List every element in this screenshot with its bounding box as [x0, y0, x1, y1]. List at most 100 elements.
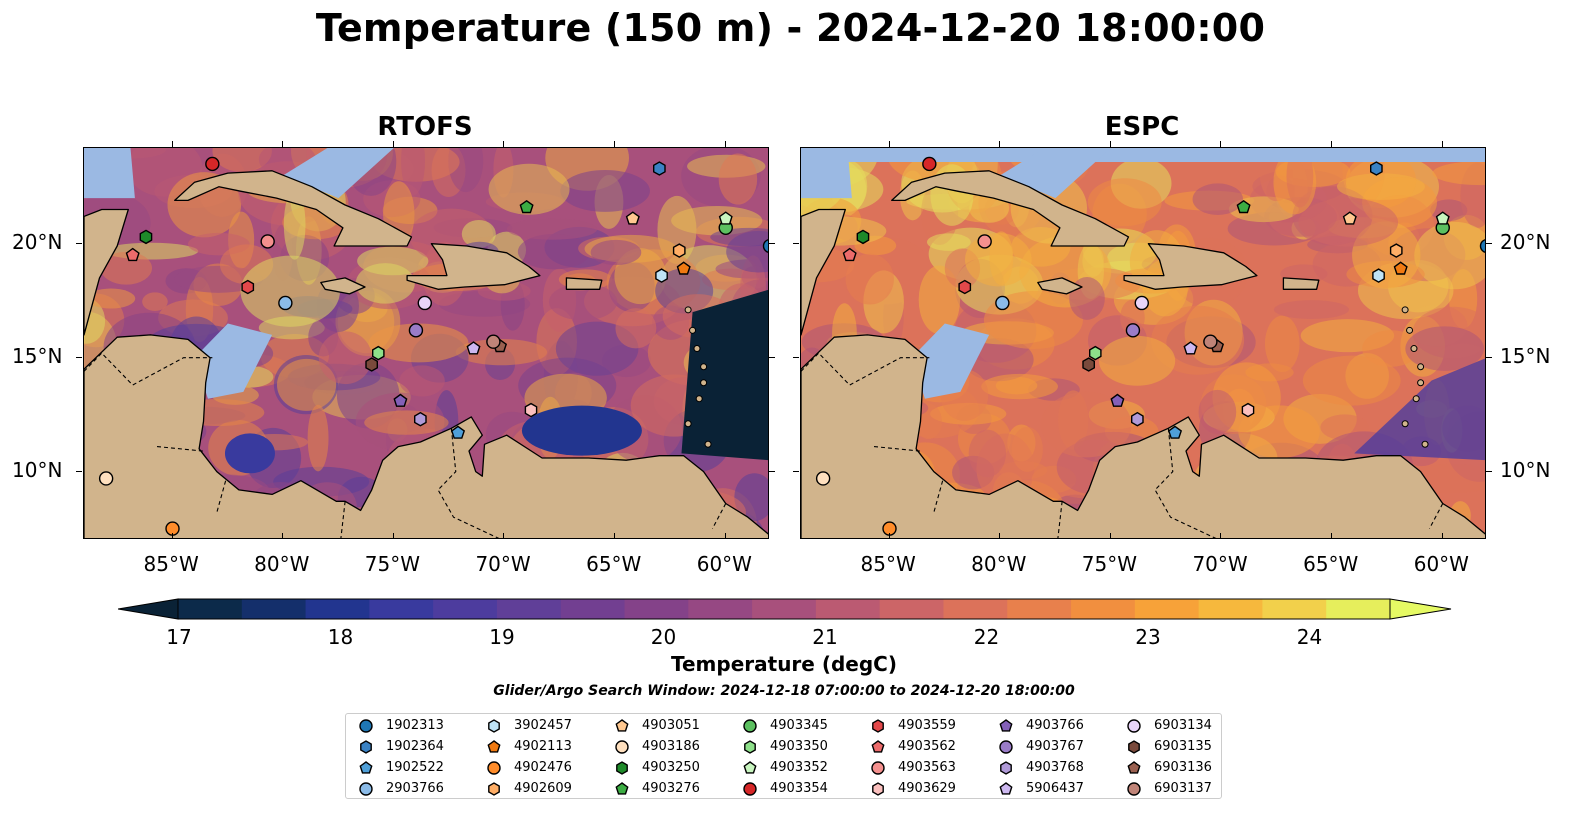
legend-marker[interactable] [999, 740, 1013, 754]
float-4902476[interactable] [165, 521, 180, 536]
float-4903350[interactable] [1089, 345, 1102, 361]
colorbar-segment [943, 599, 1008, 619]
float-4903563[interactable] [977, 234, 992, 249]
float-5906437[interactable] [466, 341, 481, 355]
colorbar-segment [815, 599, 881, 619]
float-1902522[interactable] [450, 425, 466, 439]
float-4903559[interactable] [958, 279, 972, 295]
float-4903051[interactable] [625, 211, 640, 225]
legend-marker-icon [743, 761, 757, 774]
float-4903352[interactable] [1435, 211, 1450, 225]
legend-marker[interactable] [615, 782, 629, 795]
legend-marker[interactable] [743, 719, 757, 733]
lon-tick [392, 141, 394, 147]
float-1902522[interactable] [1167, 425, 1183, 439]
legend-marker[interactable] [1127, 782, 1141, 796]
float-4903051[interactable] [1342, 211, 1357, 225]
float-4903767[interactable] [408, 323, 424, 338]
float-4903186[interactable] [815, 471, 831, 486]
lon-tick [999, 533, 1001, 539]
legend-marker[interactable] [359, 782, 373, 796]
float-4902113[interactable] [1393, 261, 1408, 275]
land-jamaica [320, 277, 366, 295]
colorbar-segment [752, 599, 817, 619]
colorbar-tick-label: 18 [327, 625, 354, 649]
legend-marker[interactable] [999, 719, 1013, 732]
legend-marker[interactable] [872, 782, 884, 796]
legend-marker[interactable] [743, 761, 757, 774]
float-6903134[interactable] [1134, 295, 1149, 311]
lat-tick [769, 470, 775, 472]
float-4903768[interactable] [414, 411, 427, 427]
legend-marker[interactable] [359, 719, 373, 733]
float-4903186[interactable] [98, 471, 114, 486]
float-4903250[interactable] [856, 229, 870, 245]
float-4903350[interactable] [372, 345, 385, 361]
float-4903766[interactable] [1110, 393, 1125, 407]
legend-marker[interactable] [616, 761, 628, 775]
rtofs-map-panel[interactable] [83, 147, 769, 539]
land-hispaniola [406, 243, 541, 290]
legend-marker[interactable] [1128, 740, 1140, 754]
float-4903562[interactable] [125, 247, 140, 262]
legend-marker[interactable] [744, 740, 756, 754]
float-1902313[interactable] [762, 239, 770, 253]
legend-marker[interactable] [615, 719, 629, 732]
float-4903559[interactable] [241, 279, 255, 295]
rtofs-map[interactable] [84, 148, 769, 539]
float-6903137[interactable] [1203, 334, 1218, 349]
legend-marker[interactable] [487, 740, 501, 753]
colorbar-segment [496, 599, 562, 619]
legend-marker[interactable] [1000, 761, 1012, 775]
legend-marker[interactable] [487, 761, 501, 775]
legend-marker[interactable] [871, 761, 885, 775]
float-4903354[interactable] [205, 156, 220, 172]
float-4902113[interactable] [676, 261, 691, 275]
float-2903766[interactable] [278, 295, 293, 311]
float-6903135[interactable] [1082, 357, 1095, 372]
legend-marker[interactable] [488, 719, 500, 733]
float-6903137[interactable] [486, 334, 501, 349]
float-4902609[interactable] [1389, 243, 1403, 258]
float-4903629[interactable] [524, 402, 538, 418]
float-4903354[interactable] [922, 156, 937, 172]
legend-marker[interactable] [1127, 719, 1141, 733]
legend-marker[interactable] [871, 740, 885, 753]
float-1902364[interactable] [1370, 161, 1383, 176]
colorbar-segment [560, 599, 626, 619]
float-4903250[interactable] [139, 229, 153, 245]
float-4903767[interactable] [1125, 323, 1141, 338]
float-3902457[interactable] [1372, 268, 1385, 283]
float-4903276[interactable] [1236, 199, 1251, 214]
espc-map[interactable] [801, 148, 1486, 539]
float-4902609[interactable] [672, 243, 686, 258]
legend-marker[interactable] [360, 740, 372, 754]
float-4903768[interactable] [1131, 411, 1144, 427]
espc-map-panel[interactable] [800, 147, 1486, 539]
legend-marker[interactable] [1127, 761, 1141, 774]
float-4903629[interactable] [1241, 402, 1255, 418]
legend-marker[interactable] [615, 740, 629, 754]
float-4903766[interactable] [393, 393, 408, 407]
float-4903352[interactable] [718, 211, 733, 225]
legend-marker-icon [872, 719, 884, 733]
landmass [801, 170, 1485, 538]
legend-marker[interactable] [999, 782, 1013, 795]
float-1902313[interactable] [1479, 239, 1487, 253]
float-4902476[interactable] [882, 521, 897, 536]
float-4903276[interactable] [519, 199, 534, 214]
legend-marker[interactable] [359, 761, 373, 774]
legend-marker[interactable] [488, 782, 500, 796]
float-3902457[interactable] [655, 268, 668, 283]
legend-marker[interactable] [743, 782, 757, 796]
colorbar-tick-label: 20 [650, 625, 677, 649]
float-6903135[interactable] [365, 357, 378, 372]
float-6903134[interactable] [417, 295, 432, 311]
legend-marker-icon [999, 719, 1013, 732]
float-1902364[interactable] [653, 161, 666, 176]
float-4903563[interactable] [260, 234, 275, 249]
legend-marker[interactable] [872, 719, 884, 733]
float-2903766[interactable] [995, 295, 1010, 311]
float-5906437[interactable] [1183, 341, 1198, 355]
float-4903562[interactable] [842, 247, 857, 262]
